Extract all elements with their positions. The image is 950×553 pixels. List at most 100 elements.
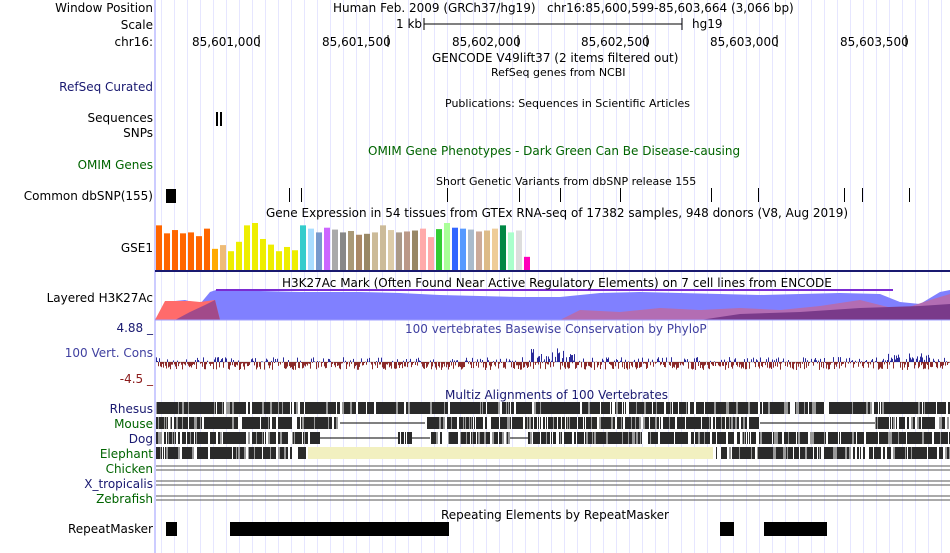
dog-block-gap: [642, 432, 644, 444]
dog-block-gap: [262, 432, 263, 444]
multiz-title[interactable]: Multiz Alignments of 100 Vertebrates: [445, 388, 669, 402]
rhesus-block-gap: [282, 402, 283, 414]
repeatmasker-title[interactable]: Repeating Elements by RepeatMasker: [441, 508, 669, 522]
rhesus-block-gap: [922, 402, 923, 414]
rhesus-block-gap: [924, 402, 925, 414]
species-dog[interactable]: Dog: [128, 432, 153, 446]
elephant-block: [713, 447, 950, 459]
h3k27ac-title[interactable]: H3K27Ac Mark (Often Found Near Active Re…: [282, 276, 832, 290]
rhesus-block-gap: [812, 402, 814, 414]
phylop-title[interactable]: 100 vertebrates Basewise Conservation by…: [405, 322, 707, 336]
sequences-label[interactable]: Sequences: [87, 111, 153, 125]
elephant-block-gap: [160, 447, 161, 459]
rhesus-block-gap: [510, 402, 511, 414]
gtex-bar: [412, 230, 418, 270]
rhesus-block-gap: [656, 402, 657, 414]
elephant-block-gap: [192, 447, 194, 459]
rhesus-block-gap: [688, 402, 690, 414]
dog-block-gap: [250, 432, 252, 444]
species-mouse[interactable]: Mouse: [114, 417, 153, 431]
rhesus-block-gap: [500, 402, 502, 414]
mouse-block-gap: [511, 417, 512, 429]
species-chicken[interactable]: Chicken: [105, 462, 153, 476]
dog-block: [528, 432, 950, 444]
gtex-bar: [212, 248, 218, 270]
mouse-block-gap: [202, 417, 204, 429]
gtex-bar: [492, 228, 498, 270]
rhesus-block-gap: [610, 402, 611, 414]
gtex-bar: [204, 228, 210, 270]
repeat-block: [764, 522, 827, 536]
elephant-block-gap: [166, 447, 168, 459]
dog-block-gap: [166, 432, 167, 444]
dog-block-gap: [606, 432, 608, 444]
refseq-title[interactable]: RefSeq genes from NCBI: [491, 66, 626, 79]
gtex-title[interactable]: Gene Expression in 54 tissues from GTEx …: [266, 206, 849, 220]
gse1-label[interactable]: GSE1: [120, 241, 153, 255]
rhesus-block-gap: [852, 402, 853, 414]
h3k-layer-purple: [175, 300, 220, 320]
elephant-block-gap: [306, 447, 308, 459]
elephant-block-gap: [294, 447, 296, 459]
elephant-block-gap: [713, 447, 715, 459]
species-x-tropicalis[interactable]: X_tropicalis: [84, 477, 153, 491]
rhesus-block-gap: [762, 402, 763, 414]
dog-block-gap: [302, 432, 303, 444]
sequences-track-marks: [216, 112, 222, 126]
dog-block-gap: [158, 432, 160, 444]
rhesus-block-gap: [768, 402, 770, 414]
rhesus-block-gap: [444, 402, 445, 414]
elephant-block-gap: [867, 447, 869, 459]
dog-block-gap: [552, 432, 553, 444]
mouse-block-gap: [635, 417, 636, 429]
repeatmasker-label[interactable]: RepeatMasker: [67, 522, 153, 536]
mouse-block-gap: [425, 417, 427, 429]
mouse-block-gap: [567, 417, 568, 429]
mouse-block-gap: [669, 417, 670, 429]
dog-block-gap: [448, 432, 449, 444]
mouse-block-gap: [735, 417, 737, 429]
position-range: chr16:85,600,599-85,603,664 (3,066 bp): [546, 1, 794, 15]
dog-block-gap: [636, 432, 638, 444]
elephant-block-gap: [891, 447, 893, 459]
gtex-bars: [156, 223, 530, 270]
omim-title[interactable]: OMIM Gene Phenotypes - Dark Green Can Be…: [368, 144, 741, 158]
rhesus-block-gap: [758, 402, 760, 414]
phylop-label[interactable]: 100 Vert. Cons: [64, 346, 153, 360]
species-rhesus[interactable]: Rhesus: [109, 402, 153, 416]
rhesus-block-gap: [790, 402, 792, 414]
mouse-block-gap: [270, 417, 272, 429]
elephant-block-gap: [845, 447, 847, 459]
dbsnp-title[interactable]: Short Genetic Variants from dbSNP releas…: [436, 175, 697, 188]
publications-title[interactable]: Publications: Sequences in Scientific Ar…: [445, 97, 690, 110]
h3k27ac-label[interactable]: Layered H3K27Ac: [46, 291, 153, 305]
species-elephant[interactable]: Elephant: [99, 447, 153, 461]
rhesus-block-gap: [828, 402, 829, 414]
gtex-bar: [404, 231, 410, 270]
dog-block-gap: [180, 432, 182, 444]
dog-block-gap: [458, 432, 460, 444]
gtex-bar: [396, 232, 402, 270]
rhesus-block-gap: [794, 402, 795, 414]
species-zebrafish[interactable]: Zebrafish: [96, 492, 153, 506]
phylop-wiggle: [155, 348, 950, 370]
dog-block-gap: [492, 432, 494, 444]
dog-block-gap: [472, 432, 473, 444]
snps-label[interactable]: SNPs: [123, 126, 153, 140]
mouse-block-gap: [947, 417, 949, 429]
refseq-label[interactable]: RefSeq Curated: [59, 80, 153, 94]
rhesus-block-gap: [796, 402, 798, 414]
gencode-title[interactable]: GENCODE V49lift37 (2 items filtered out): [432, 51, 679, 65]
mouse-block-gap: [701, 417, 702, 429]
dog-block-gap: [788, 432, 789, 444]
omim-label[interactable]: OMIM Genes: [77, 158, 153, 172]
elephant-block-gap: [238, 447, 240, 459]
dbsnp-label[interactable]: Common dbSNP(155): [23, 189, 153, 203]
dog-block-gap: [694, 432, 695, 444]
gtex-bar: [332, 229, 338, 270]
rhesus-block-gap: [534, 402, 536, 414]
gtex-bar: [156, 225, 162, 270]
dog-block-gap: [498, 432, 499, 444]
gtex-bar: [244, 225, 250, 270]
